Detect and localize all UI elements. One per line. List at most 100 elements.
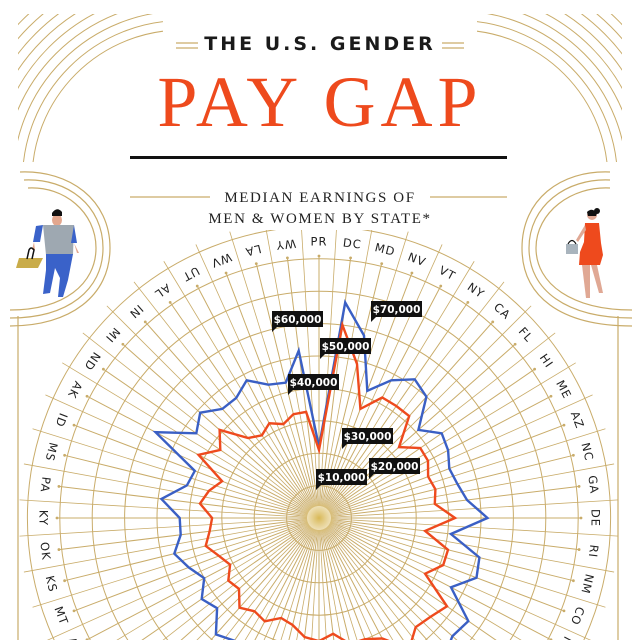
state-label-hi: HI — [537, 351, 557, 371]
men-earnings-line — [152, 299, 490, 640]
minor-spoke — [320, 230, 373, 507]
minor-spoke — [323, 528, 375, 640]
spoke-end-dot — [143, 320, 147, 324]
state-spoke — [64, 520, 308, 582]
state-spoke — [319, 529, 335, 640]
spoke-end-dot — [579, 516, 583, 520]
state-label-ri: RI — [586, 544, 602, 559]
ring-value-tag: $20,000 — [369, 458, 420, 479]
state-label-mt: MT — [51, 604, 71, 627]
state-spoke — [330, 424, 565, 515]
state-spoke — [58, 485, 308, 518]
ring-value-label: $40,000 — [290, 377, 338, 389]
spoke-end-dot — [439, 284, 443, 288]
state-label-nm: NM — [578, 573, 597, 596]
minor-spoke — [32, 428, 308, 515]
minor-spoke — [82, 332, 310, 511]
spoke-end-dot — [533, 367, 537, 371]
minor-spoke — [280, 529, 316, 640]
minor-spoke — [324, 261, 475, 508]
minor-spoke — [301, 230, 319, 507]
state-spoke — [330, 520, 574, 582]
state-label-ga: GA — [585, 475, 601, 495]
page-title: PAY GAP — [157, 62, 483, 142]
spoke-end-dot — [63, 579, 67, 583]
state-label-nc: NC — [578, 441, 596, 462]
ring-gridline — [26, 230, 612, 640]
minor-spoke — [329, 522, 592, 640]
minor-spoke — [322, 529, 358, 640]
state-label-ut: UT — [180, 264, 202, 285]
kicker-title: THE U.S. GENDER — [204, 33, 436, 55]
minor-spoke — [330, 518, 619, 537]
state-label-de: DE — [589, 509, 603, 527]
minor-spoke — [330, 519, 615, 573]
state-spoke — [234, 527, 313, 640]
state-label-nd: ND — [81, 350, 104, 374]
ring-value-label: $50,000 — [322, 341, 370, 353]
state-label-ky: KY — [37, 510, 51, 526]
state-spoke — [325, 527, 404, 640]
state-spoke — [73, 424, 308, 515]
state-label-az: AZ — [568, 409, 587, 431]
ring-value-label: $20,000 — [371, 461, 419, 473]
state-spoke — [330, 518, 580, 551]
state-spoke — [58, 518, 308, 551]
state-label-ok: OK — [37, 541, 53, 561]
spoke-end-dot — [72, 423, 76, 427]
minor-spoke — [330, 499, 619, 518]
spoke-end-dot — [466, 300, 470, 304]
minor-spoke — [320, 529, 342, 640]
spoke-end-dot — [195, 284, 199, 288]
minor-spoke — [319, 230, 337, 507]
ring-value-tag: $40,000 — [288, 374, 339, 395]
state-label-ny: NY — [465, 280, 487, 302]
minor-spoke — [19, 518, 308, 537]
minor-spoke — [23, 519, 308, 573]
spoke-end-dot — [286, 256, 289, 260]
minor-spoke — [311, 529, 319, 640]
state-spoke — [321, 529, 350, 640]
minor-spoke — [162, 525, 310, 640]
ring-value-label: $70,000 — [373, 304, 421, 316]
minor-spoke — [330, 428, 606, 515]
state-label-la: LA — [243, 242, 262, 260]
state-label-nv: NV — [406, 250, 428, 270]
state-label-pa: PA — [38, 476, 54, 494]
minor-spoke — [116, 523, 309, 640]
minor-spoke — [323, 244, 443, 508]
state-label-wv: WV — [209, 250, 234, 271]
state-label-al: AL — [152, 281, 173, 302]
state-spoke — [330, 521, 565, 612]
minor-spoke — [195, 244, 315, 508]
state-spoke — [103, 368, 310, 512]
center-glow — [297, 496, 341, 540]
state-label-ar: AR — [65, 635, 86, 640]
spoke-end-dot — [577, 485, 581, 488]
ring-value-tag: $50,000 — [320, 338, 371, 359]
minor-spoke — [196, 526, 311, 640]
ring-value-label: $60,000 — [274, 314, 322, 326]
state-label-ks: KS — [43, 574, 61, 594]
minor-spoke — [327, 526, 442, 640]
ring-value-tag: $60,000 — [272, 311, 323, 332]
woman-figure-icon — [566, 208, 603, 298]
minor-spoke — [319, 529, 327, 640]
state-spoke — [303, 529, 319, 640]
minor-spoke — [329, 394, 593, 514]
spoke-end-dot — [55, 516, 59, 520]
ring-value-label: $30,000 — [344, 431, 392, 443]
minor-spoke — [32, 521, 308, 608]
minor-spoke — [19, 499, 308, 518]
minor-spoke — [296, 529, 318, 640]
state-spoke — [329, 523, 552, 640]
ring-value-tag: $70,000 — [371, 301, 422, 322]
state-label-md: MD — [373, 240, 397, 259]
spoke-end-dot — [410, 271, 414, 275]
state-label-co: CO — [568, 605, 588, 628]
state-label-wy: WY — [275, 236, 297, 252]
chart-subtitle: MEDIAN EARNINGS OF MEN & WOMEN BY STATE* — [0, 188, 640, 230]
